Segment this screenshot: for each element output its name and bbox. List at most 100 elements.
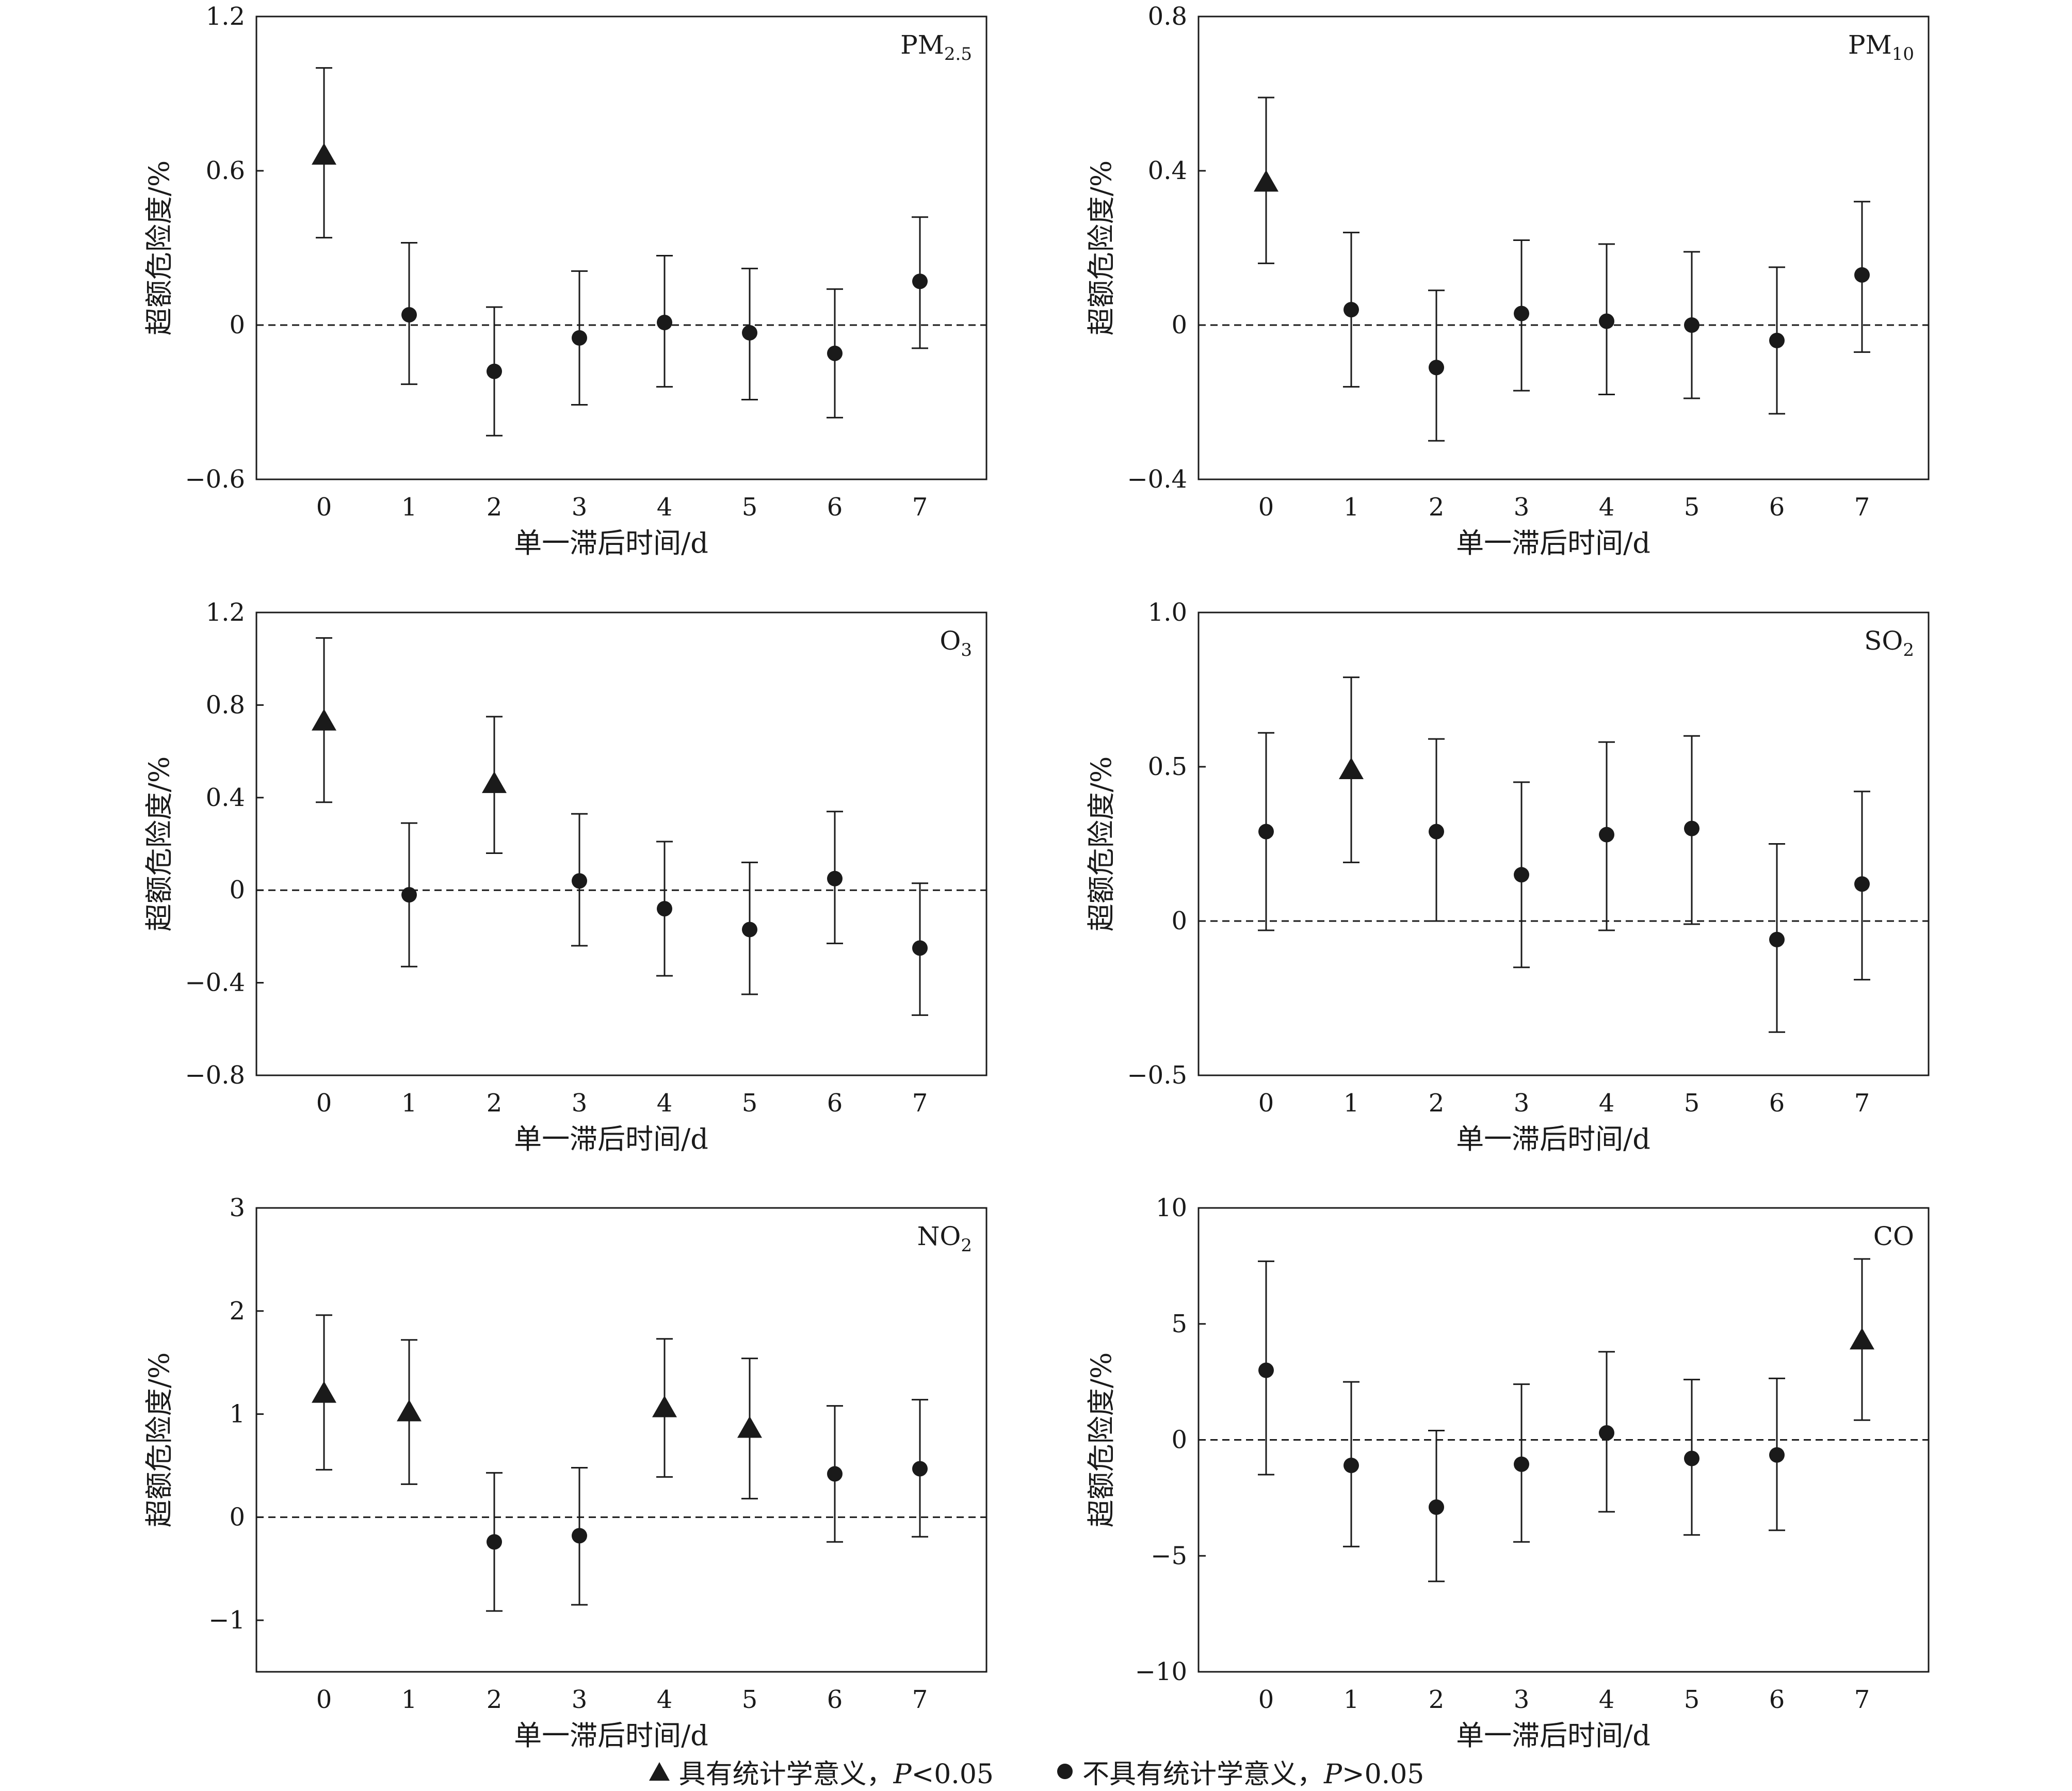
y-tick-label: −0.5	[1127, 1061, 1187, 1090]
data-point	[1514, 867, 1529, 883]
y-tick-label: 0	[1171, 311, 1187, 340]
x-axis-title: 单一滞后时间/d	[514, 527, 708, 559]
legend-significant-cond: <0.05	[911, 1758, 994, 1790]
data-point	[827, 345, 843, 361]
y-tick-label: −10	[1135, 1657, 1187, 1686]
x-tick-label: 1	[1343, 493, 1359, 522]
data-point	[487, 1534, 502, 1550]
legend: 具有统计学意义， P <0.05 不具有统计学意义， P >0.05	[0, 1754, 2072, 1790]
x-tick-label: 6	[1769, 1089, 1785, 1118]
panel-label: CO	[1873, 1221, 1914, 1251]
data-point	[1599, 313, 1614, 329]
x-tick-label: 7	[1854, 493, 1870, 522]
data-point	[1854, 267, 1870, 283]
y-tick-label: 0	[229, 311, 245, 340]
x-tick-label: 6	[1769, 493, 1785, 522]
x-tick-label: 2	[1429, 493, 1445, 522]
data-point	[827, 870, 843, 886]
data-point-significant	[397, 1399, 422, 1422]
data-point	[1599, 1425, 1614, 1441]
data-point	[1429, 360, 1444, 376]
plot-frame	[1197, 15, 1930, 480]
data-point	[1854, 876, 1870, 892]
x-tick-label: 1	[1343, 1685, 1359, 1714]
plot-frame	[255, 1207, 988, 1673]
circle-marker-icon	[1057, 1764, 1073, 1779]
triangle-marker-icon	[649, 1762, 670, 1781]
x-tick-label: 0	[316, 1685, 332, 1714]
data-point-significant	[312, 708, 336, 731]
x-tick-label: 0	[316, 1089, 332, 1118]
data-point	[401, 887, 417, 903]
x-tick-label: 2	[1429, 1685, 1445, 1714]
data-point	[742, 325, 757, 341]
panel-label: NO2	[917, 1221, 972, 1256]
y-tick-label: 0	[1171, 907, 1187, 935]
x-tick-label: 7	[912, 1089, 928, 1118]
legend-nonsignificant-text: 不具有统计学意义，	[1082, 1758, 1324, 1790]
y-tick-label: 0	[229, 876, 245, 905]
y-tick-label: 1.2	[206, 598, 245, 627]
plot-frame	[1197, 611, 1930, 1076]
plot-frame	[255, 611, 988, 1076]
data-point	[401, 307, 417, 323]
x-tick-label: 3	[572, 1685, 588, 1714]
data-point-significant	[312, 143, 336, 165]
y-tick-label: −0.6	[185, 465, 245, 494]
data-point	[1514, 305, 1529, 321]
panel-label-main: PM	[1848, 30, 1892, 60]
data-point	[1769, 931, 1785, 947]
y-tick-label: −1	[208, 1606, 245, 1635]
y-tick-label: 3	[229, 1193, 245, 1222]
x-tick-label: 4	[657, 1685, 673, 1714]
y-tick-label: 10	[1156, 1193, 1187, 1222]
panel-label-subscript: 10	[1892, 44, 1914, 64]
chart-panel: −0.6 0 0.6 1.2 0 1 2 3 4 5 6 7 单一滞后时间/d 超额危险度/% PM2.5	[143, 2, 988, 559]
x-tick-label: 1	[401, 1089, 417, 1118]
chart-panel: −0.8 −0.4 0 0.4 0.8 1.2 0 1 2 3 4 5 6 7 单一滞后时间/d 超额危险度/…	[143, 598, 988, 1155]
x-tick-label: 3	[1514, 1089, 1530, 1118]
data-point-significant	[1339, 757, 1364, 779]
data-point	[912, 1461, 928, 1477]
data-point-significant	[1850, 1328, 1874, 1350]
panel-label-main: CO	[1873, 1221, 1914, 1251]
data-point-significant	[312, 1381, 336, 1403]
y-axis-title: 超额危险度/%	[143, 1352, 175, 1528]
panel-label-main: SO	[1864, 626, 1903, 656]
y-tick-label: 1.0	[1148, 598, 1187, 627]
x-tick-label: 4	[1599, 1089, 1615, 1118]
panel-label-main: PM	[900, 30, 944, 60]
x-tick-label: 1	[401, 1685, 417, 1714]
x-tick-label: 0	[316, 493, 332, 522]
x-tick-label: 6	[827, 1685, 843, 1714]
data-point	[1599, 827, 1614, 843]
x-tick-label: 7	[1854, 1685, 1870, 1714]
x-tick-label: 4	[657, 1089, 673, 1118]
data-point	[1258, 1362, 1274, 1378]
data-point	[1769, 332, 1785, 348]
x-tick-label: 5	[1684, 1685, 1700, 1714]
plot-frame	[255, 15, 988, 480]
y-axis-title: 超额危险度/%	[143, 160, 175, 336]
data-point	[1429, 824, 1444, 840]
panel-label: SO2	[1864, 626, 1914, 660]
y-tick-label: 1	[229, 1400, 245, 1429]
x-tick-label: 1	[1343, 1089, 1359, 1118]
data-point	[1514, 1456, 1529, 1472]
data-point	[1769, 1447, 1785, 1463]
data-point	[912, 273, 928, 289]
x-tick-label: 0	[1258, 1685, 1274, 1714]
chart-panel: −10 −5 0 5 10 0 1 2 3 4 5 6 7 单一滞后时间/d 超额危险度/% CO	[1085, 1193, 1930, 1752]
y-tick-label: −5	[1151, 1541, 1187, 1570]
x-tick-label: 2	[487, 1685, 503, 1714]
x-tick-label: 7	[1854, 1089, 1870, 1118]
x-axis-title: 单一滞后时间/d	[514, 1123, 708, 1155]
x-tick-label: 0	[1258, 493, 1274, 522]
legend-nonsignificant-p: P	[1324, 1758, 1342, 1790]
panel-label: PM2.5	[900, 30, 972, 64]
data-point-significant	[737, 1416, 762, 1438]
x-tick-label: 7	[912, 493, 928, 522]
x-tick-label: 0	[1258, 1089, 1274, 1118]
